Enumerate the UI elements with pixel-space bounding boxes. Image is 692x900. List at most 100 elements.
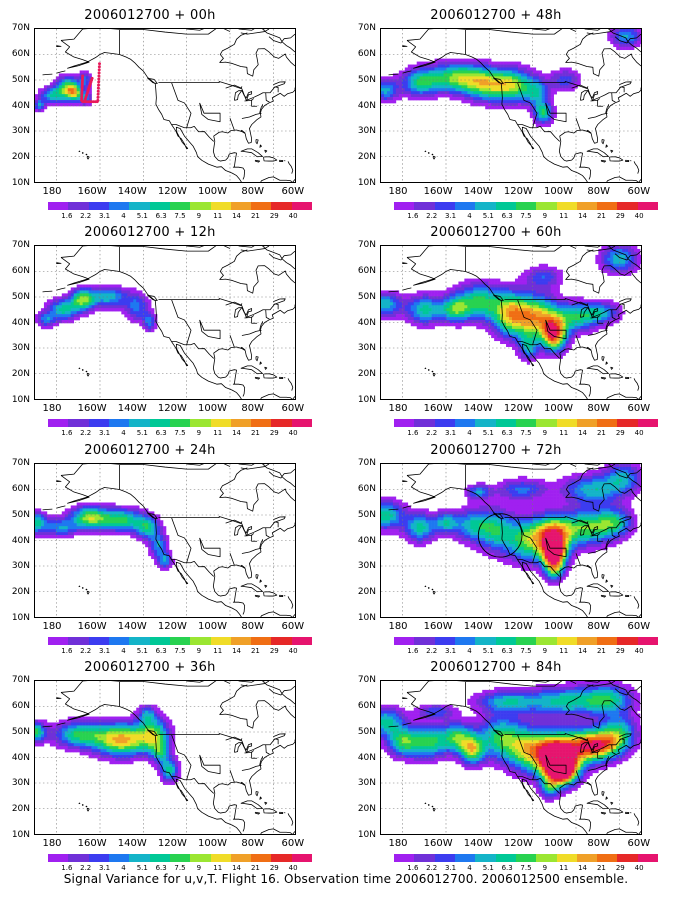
colorbar-label: 2.2 [80, 429, 92, 437]
lat-tick-label: 70N [357, 240, 376, 250]
lon-tick-label: 120W [157, 186, 187, 197]
colorbar-label: 14 [232, 429, 242, 437]
colorbar-label: 2.2 [426, 429, 438, 437]
colorbar-label: 9 [542, 864, 548, 872]
lon-tick-label: 180 [388, 403, 408, 414]
colorbar-label: 2.2 [426, 864, 438, 872]
colorbar-label: 4 [121, 864, 126, 872]
lat-tick-label: 40N [357, 100, 376, 111]
panel-title: 2006012700 + 12h [84, 225, 216, 240]
colorbar-swatch [536, 419, 557, 427]
colorbar-label: 14 [232, 864, 242, 872]
panel-title: 2006012700 + 24h [84, 443, 216, 458]
lon-tick-label: 140W [117, 838, 147, 849]
colorbar-swatch [454, 637, 476, 645]
lat-tick-label: 60N [357, 483, 376, 494]
colorbar-swatch [291, 202, 313, 210]
colorbar-swatch [617, 637, 638, 645]
lon-tick-label: 140W [463, 621, 493, 632]
colorbar-label: 6.3 [501, 212, 513, 220]
colorbar-label: 40 [634, 864, 644, 872]
colorbar-label: 3.1 [98, 647, 111, 655]
colorbar-label: 2.2 [80, 647, 92, 655]
lon-tick-label: 120W [503, 403, 533, 414]
coastlines [42, 29, 295, 182]
highlight-circle [477, 513, 523, 558]
colorbar-swatch [556, 202, 577, 210]
lat-tick-label: 70N [357, 675, 376, 685]
colorbar-swatch [68, 854, 89, 862]
gridlines [35, 246, 295, 399]
lon-tick-label: 100W [544, 838, 573, 849]
colorbar-swatch [414, 419, 435, 427]
panel-title: 2006012700 + 48h [430, 8, 562, 23]
colorbar-label: 40 [288, 212, 298, 220]
observation-point [96, 92, 100, 96]
colorbar [394, 854, 659, 862]
lon-tick-label: 160W [77, 621, 107, 632]
colorbar-label: 11 [213, 647, 223, 655]
lat-tick-label: 70N [11, 240, 30, 250]
lat-tick-label: 20N [357, 152, 376, 163]
lat-tick-label: 50N [357, 726, 376, 737]
colorbar-swatch [251, 637, 272, 645]
observation-point [96, 89, 100, 93]
observation-point [97, 71, 101, 75]
lon-tick-label: 160W [77, 403, 107, 414]
colorbar-label: 14 [232, 647, 242, 655]
lat-tick-label: 60N [11, 700, 30, 711]
observation-point [98, 62, 101, 66]
lat-tick-label: 70N [357, 458, 376, 468]
observation-point [96, 86, 100, 90]
lat-tick-label: 30N [11, 778, 30, 789]
map-svg [381, 29, 641, 182]
lon-tick-label: 80W [587, 621, 610, 632]
lon-tick-label: 120W [157, 621, 187, 632]
colorbar-swatch [515, 202, 537, 210]
gridlines [35, 681, 295, 834]
lon-tick-label: 100W [544, 621, 573, 632]
panel-title: 2006012700 + 84h [430, 660, 562, 675]
variance-field [35, 284, 158, 333]
colorbar-swatch [576, 202, 598, 210]
map-plot-area [34, 680, 296, 835]
lat-tick-label: 70N [11, 458, 30, 468]
colorbar-swatch [210, 202, 231, 210]
colorbar-swatch [149, 854, 170, 862]
colorbar-label: 11 [213, 212, 223, 220]
colorbar-swatch [68, 419, 89, 427]
colorbar-label: 7.5 [520, 864, 532, 872]
lon-tick-label: 160W [77, 838, 107, 849]
colorbar-label: 7.5 [520, 647, 532, 655]
colorbar-swatch [88, 637, 109, 645]
colorbar-swatch [414, 637, 435, 645]
observation-point [97, 65, 101, 69]
colorbar-swatch [88, 419, 109, 427]
map-plot-area [380, 680, 642, 835]
observation-point [96, 95, 100, 99]
gridlines [381, 29, 641, 182]
lat-tick-label: 10N [357, 395, 376, 405]
colorbar-swatch [495, 854, 516, 862]
colorbar-label: 4 [467, 429, 472, 437]
colorbar-swatch [394, 419, 415, 427]
variance-field [35, 502, 176, 571]
colorbar-label: 40 [634, 212, 644, 220]
colorbar-swatch [129, 854, 150, 862]
colorbar-swatch [190, 419, 211, 427]
colorbar [48, 637, 313, 645]
lat-tick-label: 60N [357, 265, 376, 276]
colorbar-label: 2.2 [80, 864, 92, 872]
map-plot-area [380, 245, 642, 400]
colorbar-swatch [434, 637, 455, 645]
colorbar-label: 1.6 [61, 212, 73, 220]
colorbar-label: 29 [269, 864, 279, 872]
colorbar-label: 1.6 [407, 429, 419, 437]
panel-title: 2006012700 + 36h [84, 660, 216, 675]
lat-tick-label: 20N [11, 587, 30, 598]
colorbar-label: 11 [559, 429, 569, 437]
lat-tick-label: 10N [11, 613, 30, 623]
colorbar-label: 6.3 [155, 864, 167, 872]
lat-tick-label: 10N [357, 830, 376, 840]
lon-tick-label: 100W [198, 838, 227, 849]
